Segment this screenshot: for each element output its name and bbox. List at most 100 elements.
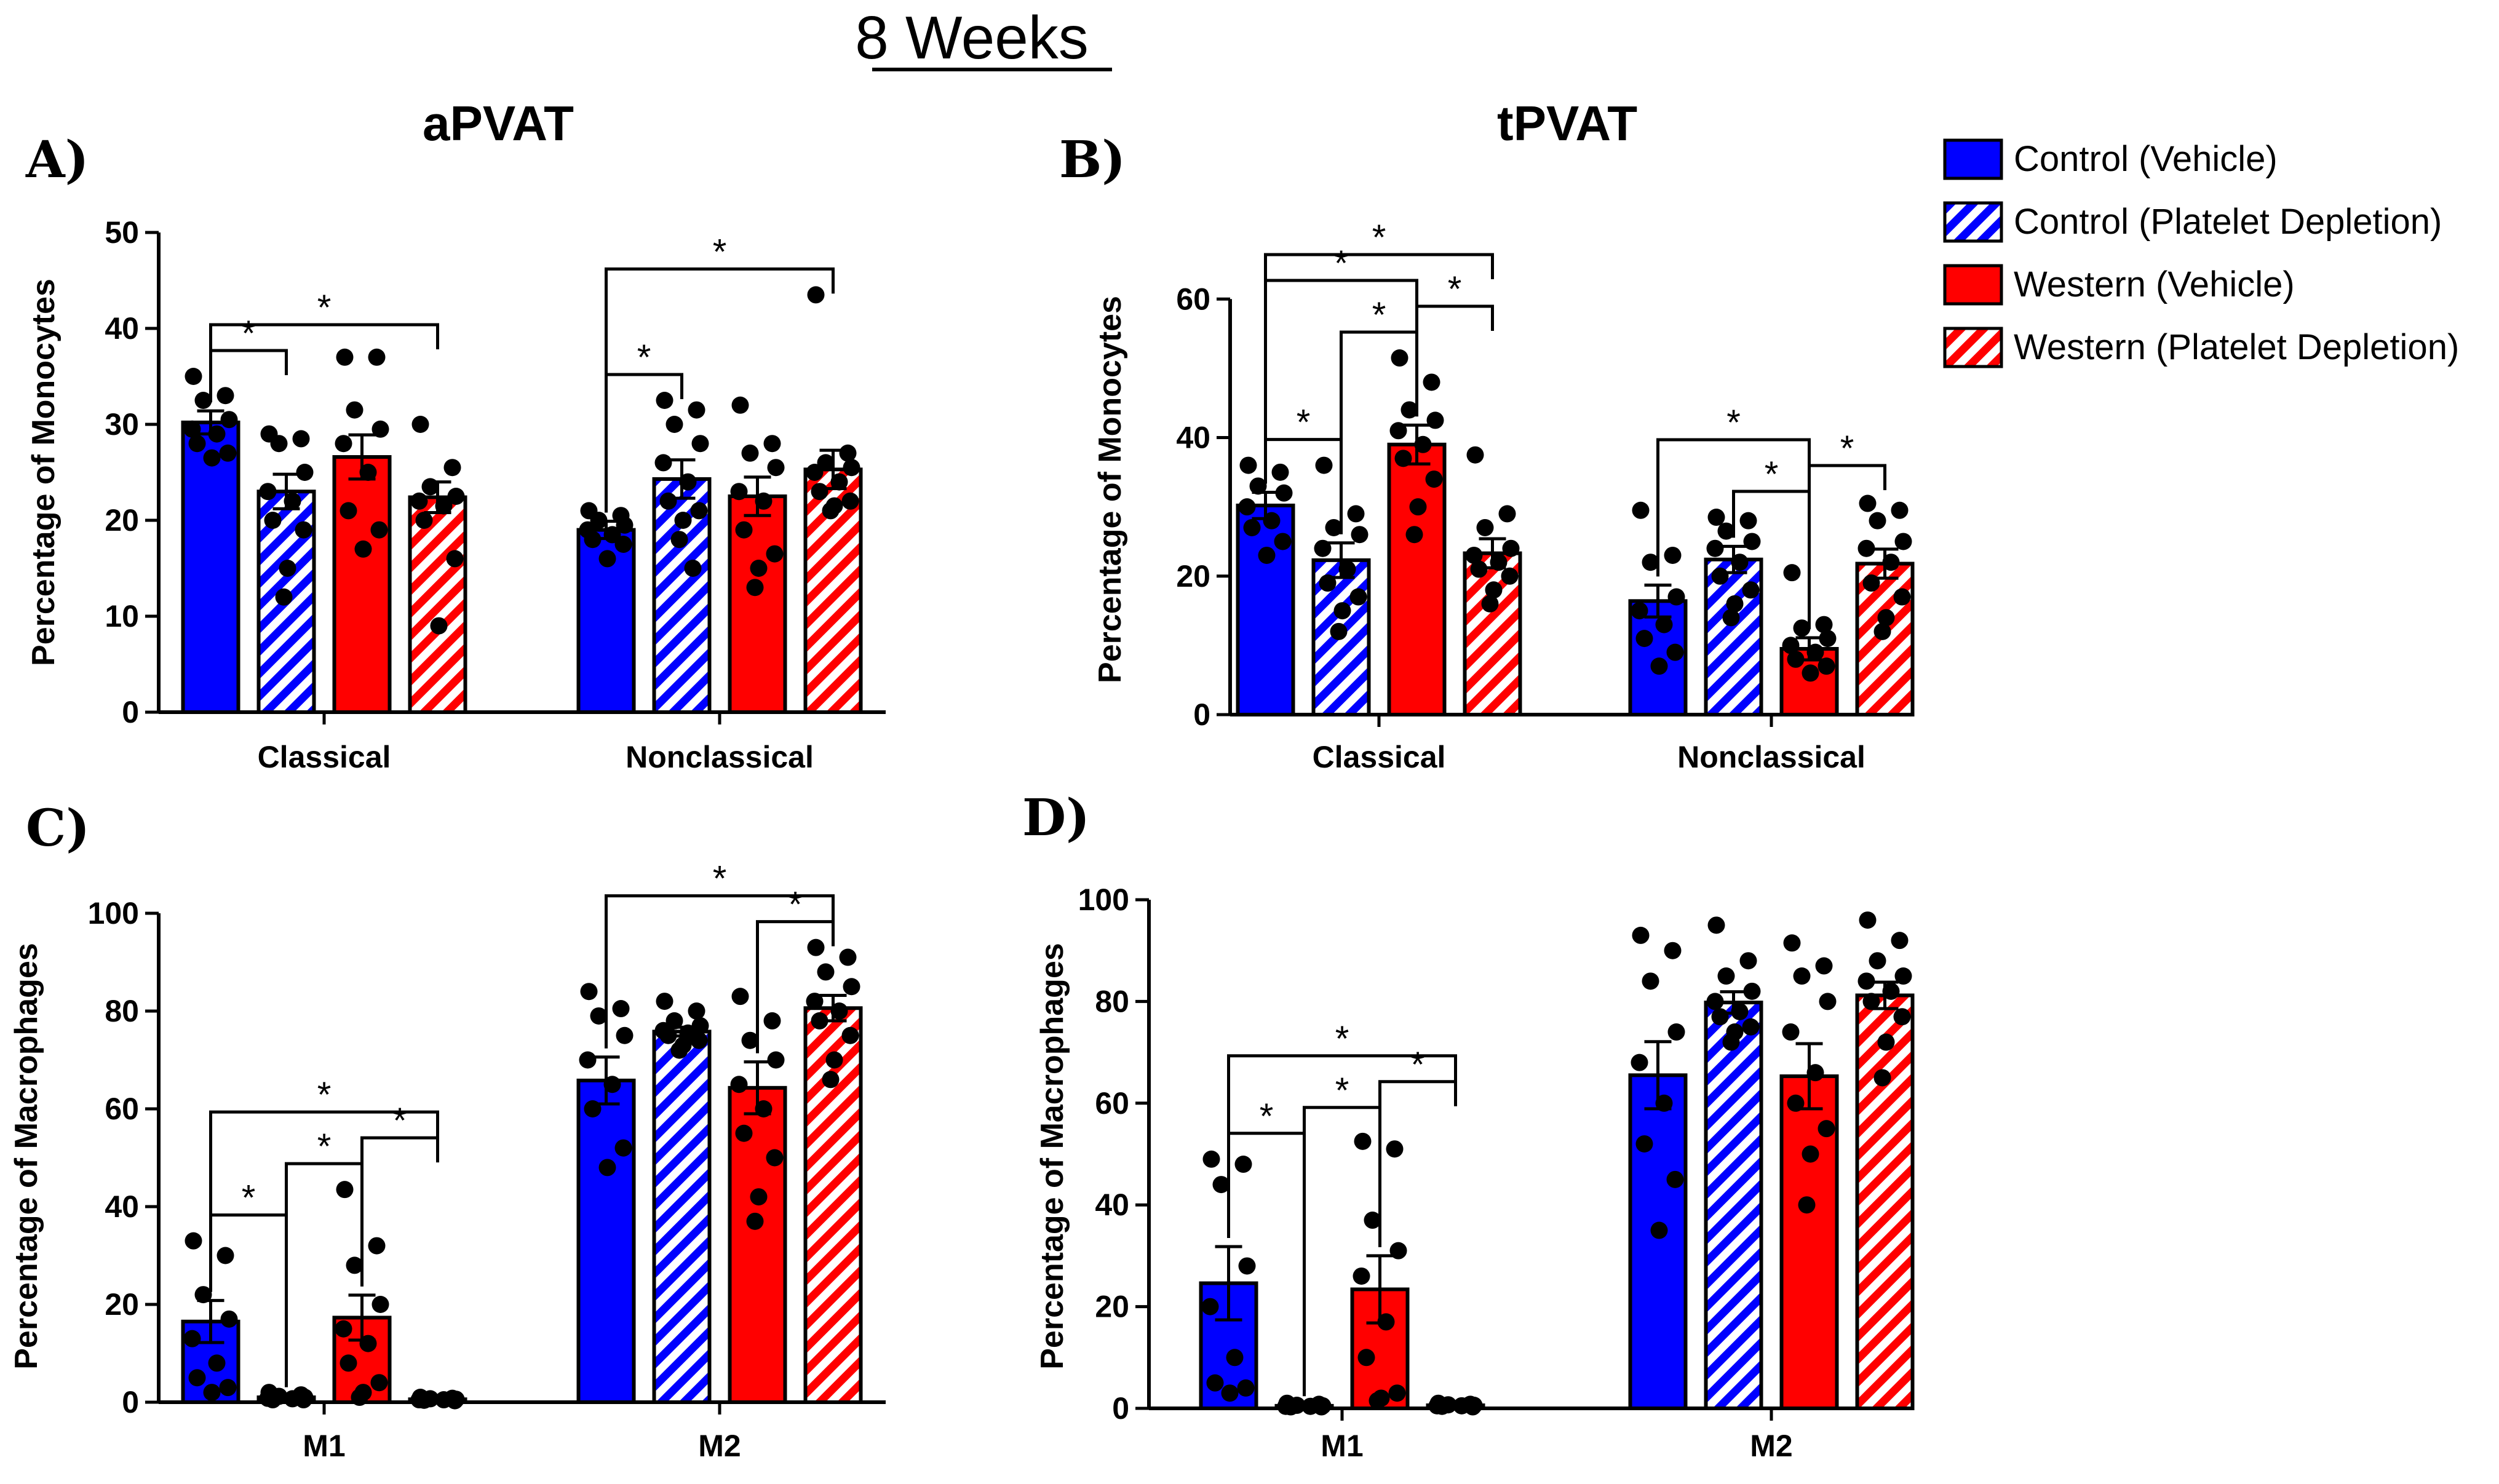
data-point	[340, 502, 357, 520]
data-point	[817, 963, 835, 981]
data-point	[421, 478, 439, 496]
data-point	[217, 1247, 234, 1264]
data-point	[730, 483, 748, 501]
data-point	[659, 492, 677, 510]
legend-swatch-3	[1943, 264, 2003, 306]
data-point	[1742, 581, 1760, 599]
data-point	[1819, 630, 1837, 648]
data-point	[825, 1051, 843, 1069]
data-point	[1818, 657, 1835, 675]
panel-a-chart: A) aPVAT 0 10 20 30 40 50 Percentage of Monocyte…	[25, 96, 886, 774]
data-point	[219, 1379, 237, 1397]
data-point	[1409, 498, 1427, 516]
data-point	[1711, 1008, 1729, 1026]
y-tick-label: 60	[1176, 282, 1210, 316]
significance-bracket	[1264, 253, 1494, 484]
bar-classical-series-3	[332, 455, 392, 714]
data-point	[1201, 1298, 1219, 1315]
data-point	[1815, 616, 1833, 633]
data-point	[1877, 1033, 1895, 1051]
y-tick-label: 60	[105, 1092, 139, 1126]
data-point	[1315, 456, 1333, 474]
x-tick-label: M2	[698, 1429, 741, 1463]
data-point	[1433, 1397, 1451, 1415]
data-point	[679, 473, 697, 491]
data-point	[763, 435, 781, 453]
bar-m2-series-1	[576, 1078, 636, 1404]
data-point	[807, 286, 825, 304]
data-point	[1806, 1064, 1824, 1082]
x-tick-label: M2	[1750, 1429, 1792, 1463]
data-point	[1857, 539, 1875, 557]
data-point	[1481, 595, 1499, 613]
significance-star: *	[1297, 403, 1311, 443]
data-point	[208, 425, 226, 443]
y-tick-label: 0	[1193, 697, 1210, 732]
y-tick-label: 40	[105, 311, 139, 346]
data-point	[750, 560, 768, 577]
data-point	[1787, 1094, 1805, 1112]
y-tick-label: 40	[1095, 1188, 1129, 1222]
data-point	[1793, 967, 1811, 985]
data-point	[616, 1026, 634, 1044]
data-point	[1783, 934, 1801, 952]
data-point	[1798, 1196, 1816, 1214]
data-point	[614, 1139, 632, 1157]
data-point	[690, 1031, 708, 1049]
data-point	[1282, 1398, 1300, 1416]
data-point	[1206, 1374, 1224, 1392]
data-point	[1891, 932, 1909, 950]
data-point	[1650, 657, 1668, 675]
significance-bracket	[605, 894, 835, 1049]
data-point	[1726, 595, 1744, 613]
data-point	[690, 502, 708, 520]
data-point	[1470, 560, 1488, 578]
data-point	[750, 1188, 768, 1206]
panel-b-chart: B) tPVAT 0 20 40 60 Percentage of Monocytes Cla…	[1059, 96, 1915, 774]
panel-title: aPVAT	[423, 96, 574, 151]
data-point	[674, 512, 692, 529]
data-point	[1234, 1156, 1252, 1173]
y-tick-label: 0	[122, 695, 139, 729]
data-point	[807, 938, 825, 956]
data-point	[1802, 1145, 1819, 1163]
data-point	[735, 521, 753, 539]
data-point	[1782, 1023, 1800, 1041]
data-point	[1722, 609, 1740, 627]
data-point	[1632, 501, 1650, 519]
data-point	[359, 1335, 377, 1352]
y-tick-label: 80	[1095, 984, 1129, 1018]
data-point	[830, 473, 848, 491]
data-point	[194, 1286, 212, 1304]
data-point	[741, 444, 759, 462]
data-point	[603, 1076, 621, 1093]
data-point	[1650, 1221, 1668, 1239]
data-point	[1325, 518, 1343, 536]
y-tick-label: 0	[1112, 1391, 1129, 1426]
data-point	[296, 464, 314, 481]
data-point	[755, 492, 773, 510]
bar-classical-series-4	[408, 495, 467, 714]
data-point	[188, 1369, 206, 1387]
data-point	[730, 1076, 748, 1093]
data-point	[1743, 982, 1761, 1000]
x-tick-label: M1	[303, 1429, 345, 1463]
significance-bracket	[605, 267, 835, 513]
data-point	[371, 1296, 389, 1313]
data-point	[1891, 501, 1909, 519]
data-point	[446, 550, 464, 568]
data-point	[1706, 539, 1724, 557]
data-point	[1873, 622, 1891, 640]
data-point	[670, 531, 688, 549]
data-point	[1631, 602, 1648, 620]
data-point	[220, 1310, 238, 1328]
significance-star: *	[1334, 244, 1348, 284]
data-point	[1635, 1135, 1653, 1153]
data-point	[746, 579, 764, 597]
data-point	[1476, 518, 1494, 536]
data-point	[183, 420, 201, 438]
data-point	[806, 993, 824, 1010]
significance-star: *	[317, 1127, 332, 1167]
data-point	[1388, 1384, 1406, 1402]
